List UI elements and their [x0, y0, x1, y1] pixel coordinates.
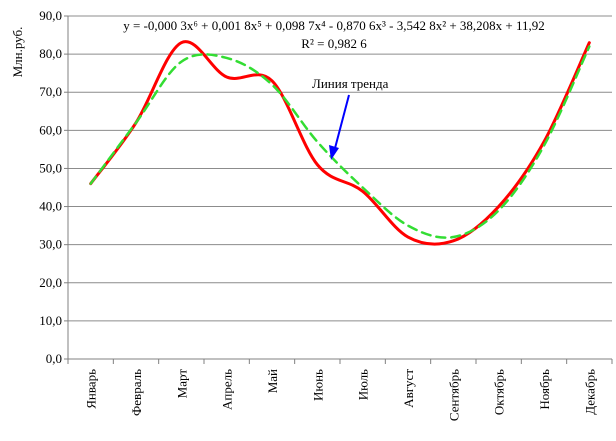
axes — [64, 15, 613, 364]
y-tick-label: 40,0 — [39, 199, 62, 214]
x-tick-label: Август — [401, 369, 416, 408]
actual-data-series — [89, 40, 591, 246]
y-tick-label: 70,0 — [39, 84, 62, 99]
trend-equation: y = -0,000 3x⁶ + 0,001 8x⁵ + 0,098 7x⁴ -… — [123, 18, 545, 33]
x-tick-label: Апрель — [220, 369, 235, 410]
x-tick-label: Май — [265, 369, 280, 393]
trendline-series — [89, 45, 591, 239]
x-tick-label: Декабрь — [582, 369, 597, 415]
x-tick-label: Октябрь — [492, 369, 507, 415]
x-tick-label: Июль — [356, 369, 371, 400]
x-tick-label: Январь — [84, 369, 99, 409]
x-tick-label: Март — [174, 369, 189, 399]
y-tick-label: 10,0 — [39, 313, 62, 328]
r-squared: R² = 0,982 6 — [301, 36, 367, 51]
x-tick-label: Июнь — [310, 369, 325, 401]
x-tick-label: Сентябрь — [446, 369, 461, 421]
y-tick-label: 90,0 — [39, 8, 62, 23]
y-tick-label: 60,0 — [39, 122, 62, 137]
y-axis-label: Млн.руб. — [10, 27, 25, 78]
annotation-arrow — [329, 94, 350, 160]
y-tick-label: 80,0 — [39, 46, 62, 61]
y-tick-label: 20,0 — [39, 275, 62, 290]
series-lines — [89, 40, 591, 246]
trendline-annotation: Линия тренда — [312, 76, 389, 91]
tick-labels: 0,0 10,0 20,0 30,0 40,0 50,0 60,0 70,0 80,0 90,0 Я… — [39, 8, 597, 421]
x-tick-label: Ноябрь — [537, 369, 552, 410]
y-tick-label: 50,0 — [39, 160, 62, 175]
x-tick-label: Февраль — [129, 369, 144, 416]
y-tick-label: 0,0 — [46, 351, 62, 366]
y-tick-label: 30,0 — [39, 237, 62, 252]
